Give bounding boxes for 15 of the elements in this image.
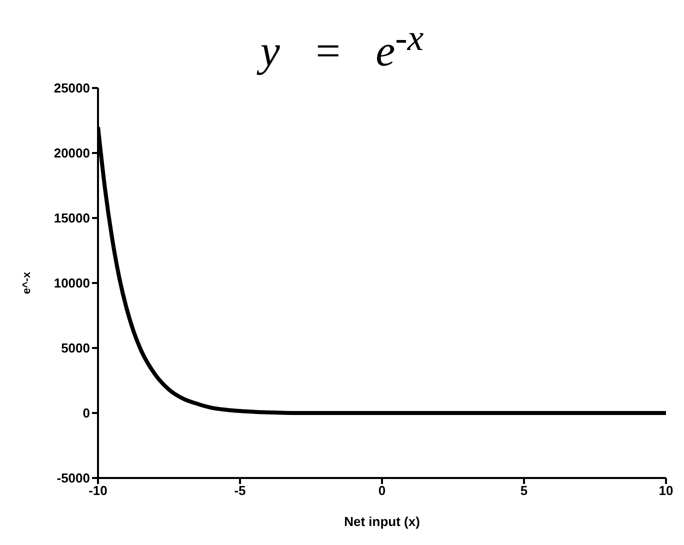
y-tick-label: 20000 <box>54 146 90 161</box>
y-tick-label: 10000 <box>54 276 90 291</box>
x-tick-label: 10 <box>658 483 674 498</box>
y-tick-label: 5000 <box>61 340 90 356</box>
x-tick-label: -5 <box>234 483 246 498</box>
x-tick-label: 0 <box>378 483 386 498</box>
y-tick-label: -5000 <box>56 470 90 486</box>
x-tick-label: 5 <box>520 483 528 498</box>
y-axis-title: e^-x <box>21 270 33 294</box>
y-tick-label: 0 <box>82 406 90 421</box>
chart-title: y = e$^{-x}$ <box>256 16 425 78</box>
y-tick-label: 15000 <box>54 210 90 226</box>
y-tick-label: 25000 <box>54 80 90 96</box>
x-axis-title: Net input (x) <box>344 514 420 529</box>
x-tick-label: -10 <box>88 483 108 498</box>
